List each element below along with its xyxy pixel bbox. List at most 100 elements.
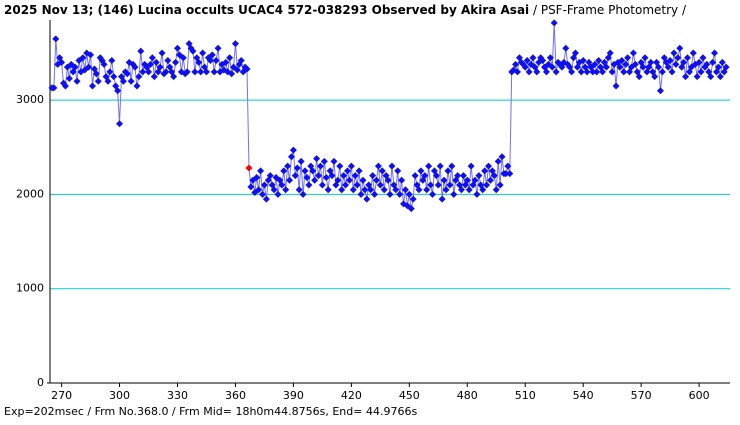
data-point [421,172,429,180]
data-point [119,77,127,85]
chart-title: 2025 Nov 13; (146) Lucina occults UCAC4 … [4,3,529,17]
x-tick-label: 450 [399,389,420,402]
data-point [707,73,715,81]
data-point [606,49,614,57]
data-point [334,176,342,184]
data-point [465,186,473,194]
data-point [65,74,73,82]
data-point [504,162,512,170]
data-point [158,49,166,57]
data-point [85,63,93,71]
data-point [612,82,620,90]
data-point [448,162,456,170]
data-point [384,176,392,184]
data-point [116,120,124,128]
data-point [328,172,336,180]
x-tick-label: 300 [109,389,130,402]
data-point [560,58,568,66]
data-point [599,68,606,76]
data-point [602,63,610,71]
data-point [546,54,554,62]
data-point [674,54,682,62]
data-point [471,176,479,184]
data-point [407,205,415,213]
x-tick-label: 600 [689,389,710,402]
data-point [473,190,481,198]
data-point [718,58,726,66]
data-point [521,63,529,71]
y-tick-label: 2000 [16,187,44,200]
data-point [94,77,102,85]
data-point [459,172,467,180]
data-point [647,58,655,66]
data-point [486,176,494,184]
x-tick-label: 570 [631,389,652,402]
data-point [172,58,180,66]
x-tick-label: 390 [283,389,304,402]
data-point [324,186,332,194]
data-point [436,162,444,170]
data-point [684,54,691,62]
data-point [208,51,216,59]
data-point [676,44,684,52]
data-point [145,68,153,76]
data-point [517,58,525,66]
data-point [231,40,239,48]
data-point [71,63,79,71]
data-point [316,162,324,170]
data-point [450,190,458,198]
data-point [104,77,112,85]
data-point [212,57,220,65]
data-point [135,73,143,81]
data-point [548,63,556,71]
data-point [320,157,328,165]
data-point [386,190,394,198]
data-point [162,68,170,76]
data-point [479,186,487,194]
data-point [637,58,645,66]
data-point [539,57,547,65]
data-point [697,68,705,76]
x-tick-label: 330 [167,389,188,402]
data-point [709,58,717,66]
data-point [123,70,131,78]
data-point [369,172,377,180]
data-point [295,186,303,194]
data-point [222,58,230,66]
data-point [349,186,357,194]
data-point [92,70,100,78]
data-point [278,181,286,189]
data-point [367,186,375,194]
data-point [483,181,491,189]
data-point [253,173,261,181]
data-point [315,172,323,180]
data-point [655,63,663,71]
data-point [438,195,446,203]
data-point [571,49,579,57]
data-point [423,186,431,194]
data-point [585,58,593,66]
data-point [361,186,369,194]
data-point [417,167,425,175]
data-point [152,58,160,66]
data-point [133,82,141,90]
data-point [442,186,450,194]
y-tick-label: 0 [37,376,44,389]
data-point [552,68,560,76]
data-point [342,181,350,189]
data-point [689,49,697,57]
data-point [363,195,371,203]
y-tick-label: 1000 [16,282,44,295]
data-point [620,68,628,76]
data-point [396,190,404,198]
data-point [202,68,210,76]
data-point [624,54,632,62]
data-point [432,172,440,180]
data-point [87,51,95,59]
data-point [440,176,448,184]
data-point [318,181,326,189]
data-point [359,176,367,184]
data-point [415,186,423,194]
data-point [699,54,707,62]
